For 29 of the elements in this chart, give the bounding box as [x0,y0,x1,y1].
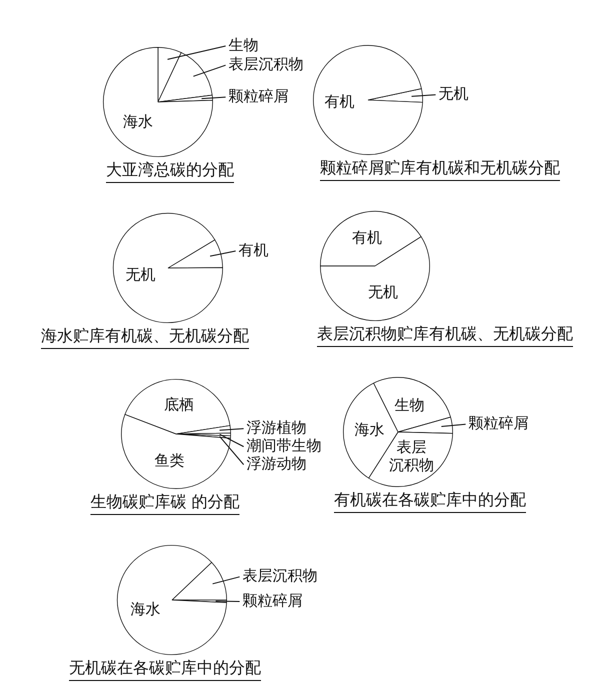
slice-label: 颗粒碎屑 [242,591,303,610]
text: 大亚湾总碳的分配 [106,160,234,183]
text: 颗粒碎屑贮库有机碳和无机碳分配 [320,158,560,181]
slice-label: 表层沉积物 [388,438,434,474]
slice-label: 表层沉积物 [242,566,318,585]
text: 无机碳在各碳贮库中的分配 [69,658,261,681]
slice-label: 底栖 [164,396,194,414]
slice-label: 有机 [324,92,355,110]
slice-label: 浮游植物 [246,418,307,437]
text: 海水贮库有机碳、无机碳分配 [41,326,249,349]
slice-label: 无机 [368,283,398,302]
slice-label: 无机 [126,266,156,284]
slice-label: 浮游动物 [246,454,307,473]
slice-label: 表层沉积物 [228,55,304,74]
slice-label: 有机 [238,240,269,259]
text: 表层沉积物贮库有机碳、无机碳分配 [317,324,573,347]
slice-label: 海水 [130,600,160,618]
slice-label: 颗粒碎屑 [468,414,529,432]
slice-label: 潮间带生物 [246,436,322,455]
slice-label: 有机 [352,228,382,247]
text: 有机碳在各碳贮库中的分配 [334,490,526,513]
slice-label: 生物 [394,396,424,414]
slice-label: 鱼类 [154,452,185,470]
slice-label: 颗粒碎屑 [228,86,289,105]
slice-label: 无机 [438,84,469,103]
slice-label: 海水 [354,420,385,438]
text: 生物碳贮库碳 的分配 [90,492,240,515]
slice-label: 海水 [123,112,154,130]
slice-label: 生物 [228,36,259,54]
